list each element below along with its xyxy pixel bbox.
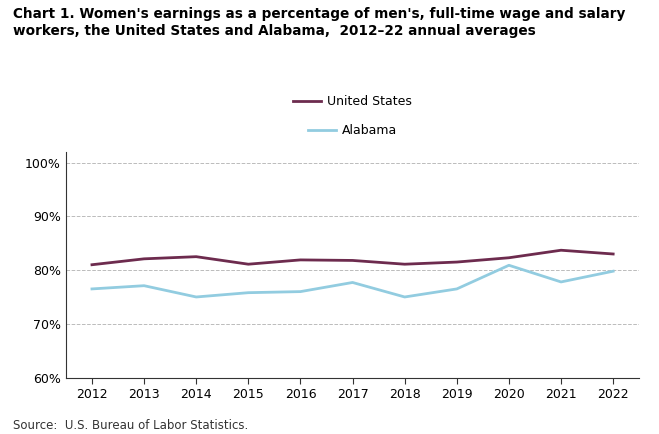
Legend: Alabama: Alabama bbox=[308, 124, 397, 137]
Text: Source:  U.S. Bureau of Labor Statistics.: Source: U.S. Bureau of Labor Statistics. bbox=[13, 419, 248, 432]
Text: Chart 1. Women's earnings as a percentage of men's, full-time wage and salary: Chart 1. Women's earnings as a percentag… bbox=[13, 7, 625, 20]
Text: workers, the United States and Alabama,  2012–22 annual averages: workers, the United States and Alabama, … bbox=[13, 24, 536, 38]
